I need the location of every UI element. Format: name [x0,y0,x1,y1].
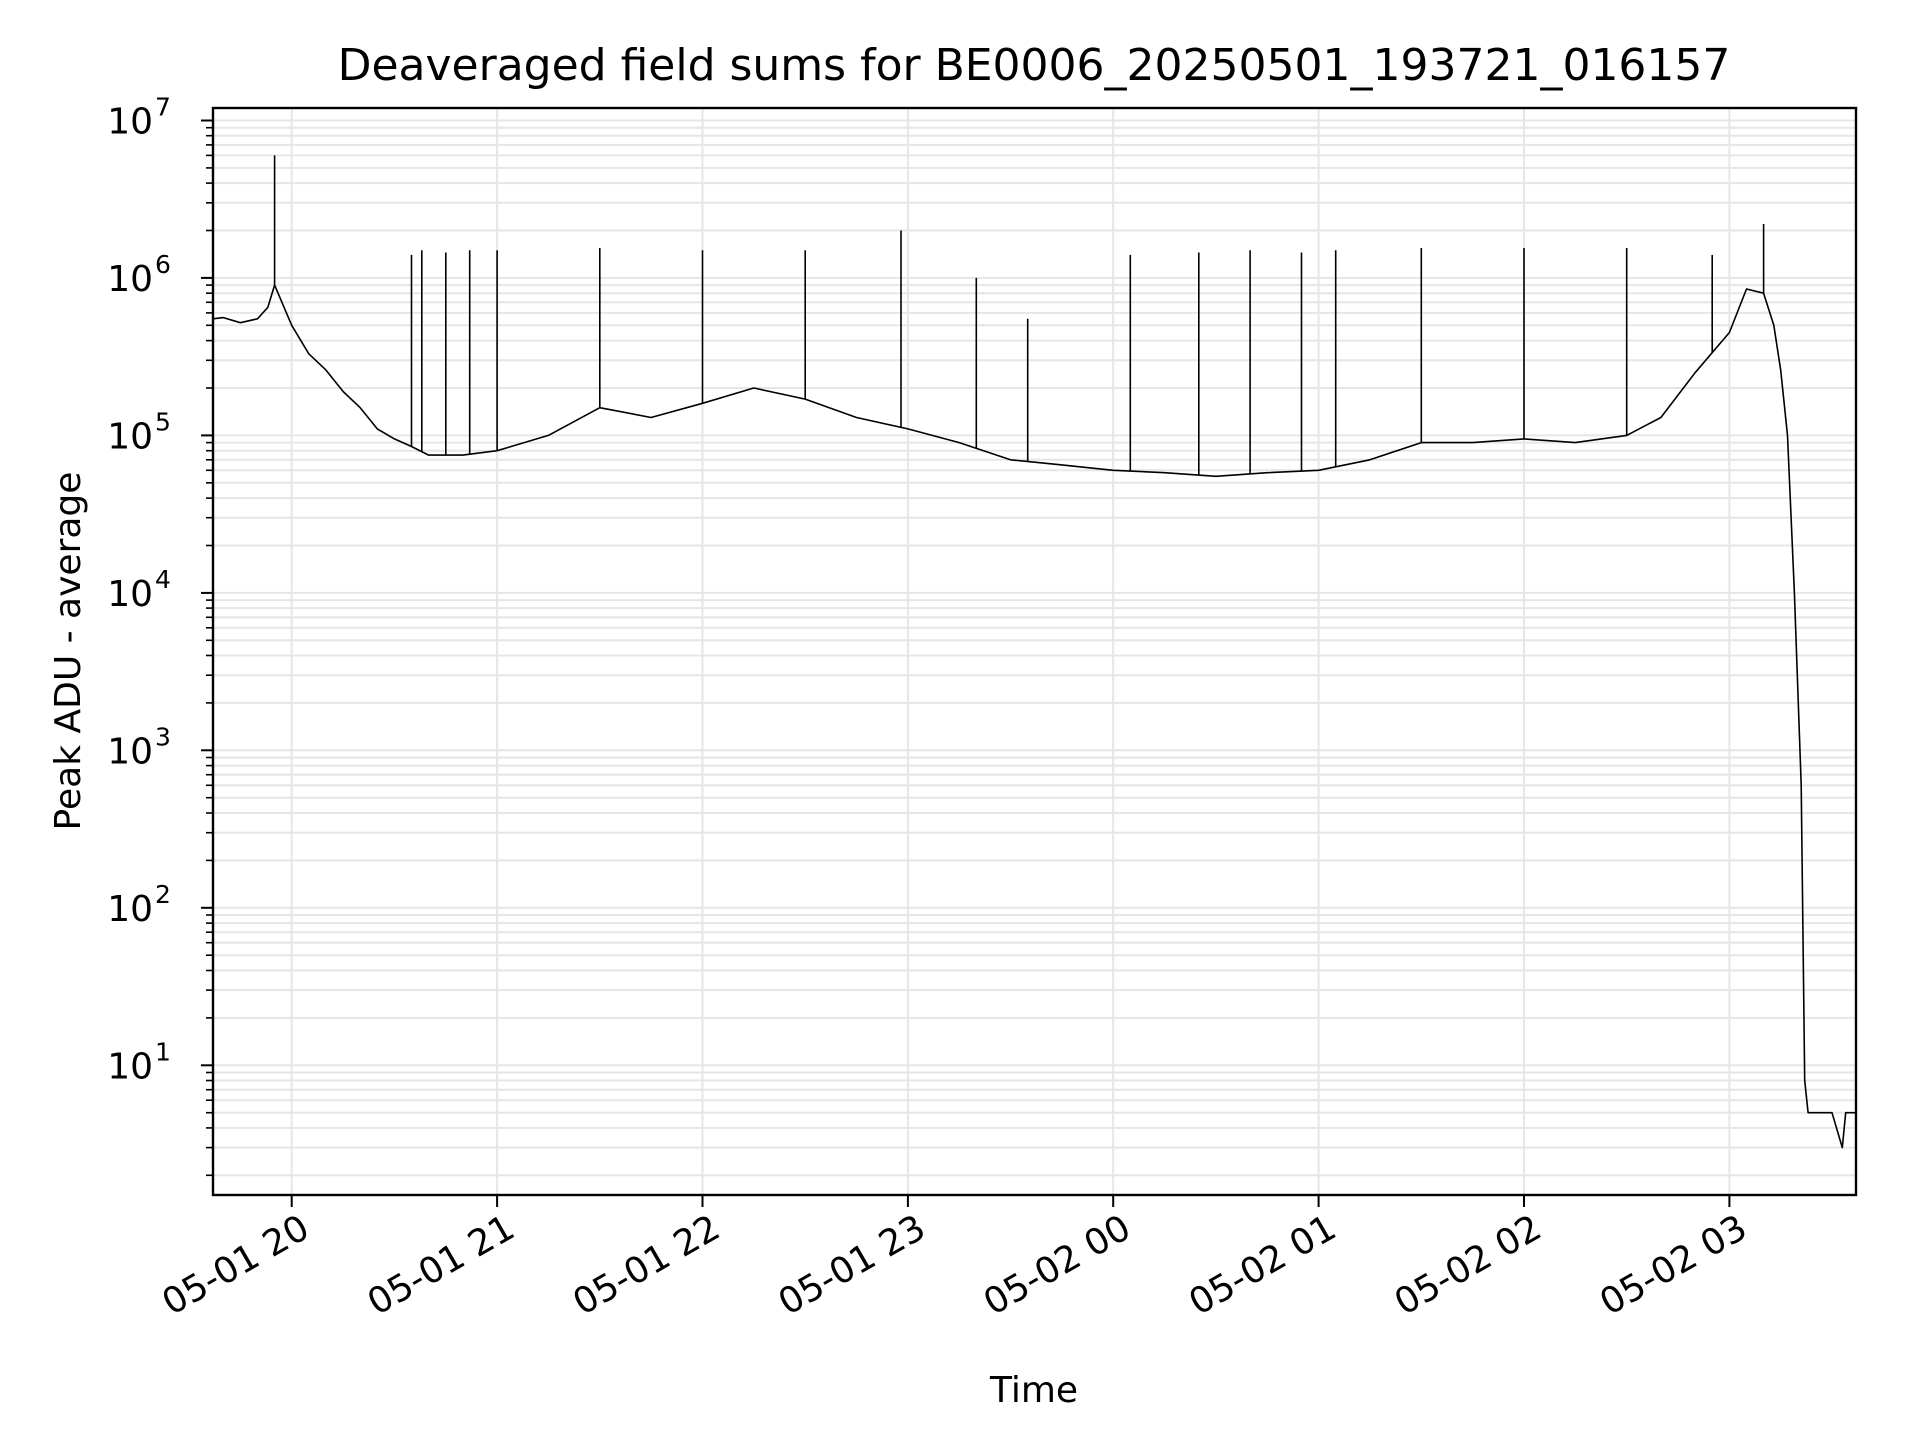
y-tick-label: 10 [107,259,153,300]
y-tick-exponent: 6 [155,250,171,279]
y-tick-label: 10 [107,574,153,615]
y-tick-label: 10 [107,1046,153,1087]
minor-gridlines [213,126,1856,1177]
y-tick-exponent: 4 [155,565,171,594]
y-tick-exponent: 5 [155,407,171,436]
chart-title: Deaveraged field sums for BE0006_2025050… [338,40,1731,91]
y-tick-exponent: 1 [155,1037,171,1066]
x-axis-label: Time [989,1370,1078,1411]
y-tick-label: 10 [107,889,153,930]
plot-frame [211,106,1858,1197]
y-tick-label: 10 [107,731,153,772]
series-line [212,284,1856,1149]
y-tick-exponent: 2 [155,880,171,909]
y-tick-label: 10 [107,102,153,143]
y-tick-label: 10 [107,416,153,457]
y-tick-exponent: 3 [155,722,171,751]
data-layer [212,155,1856,1149]
y-axis-label: Peak ADU - average [48,472,89,831]
y-tick-exponent: 7 [155,93,171,122]
